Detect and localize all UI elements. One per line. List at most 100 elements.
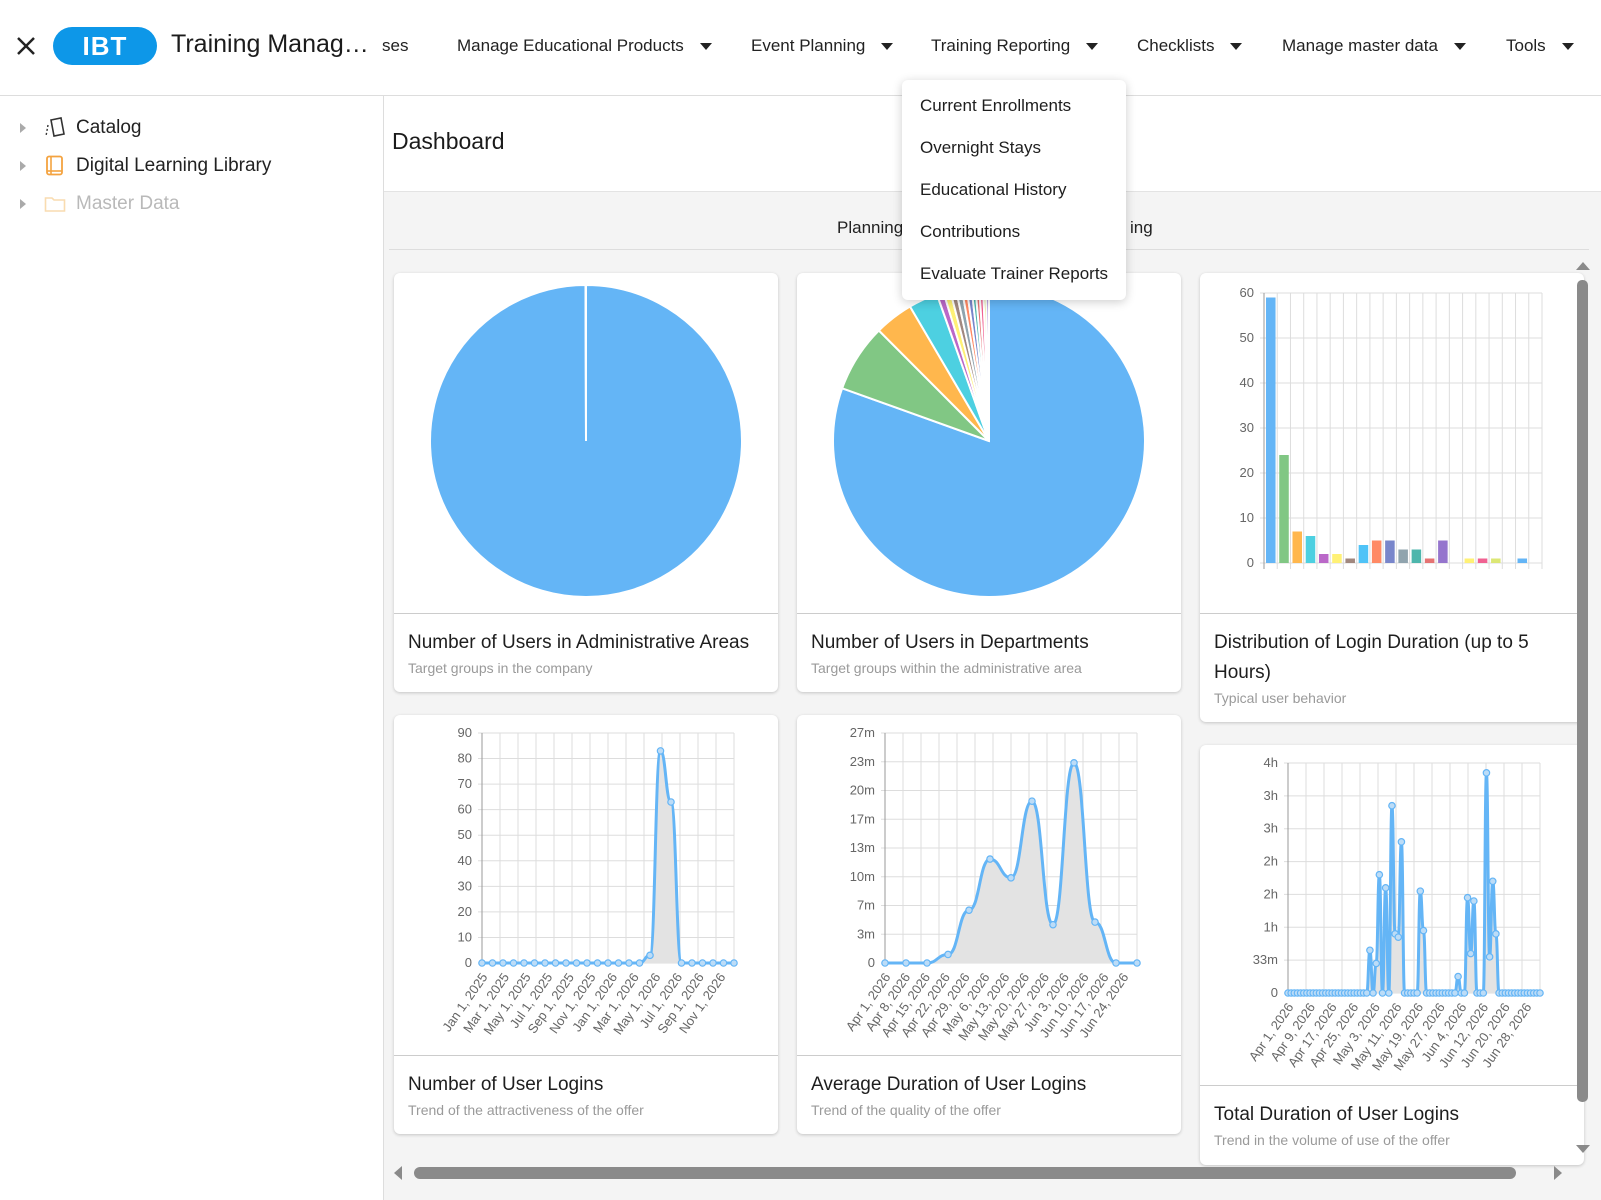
bar[interactable] — [1385, 540, 1395, 564]
data-point[interactable] — [1470, 897, 1478, 905]
bar[interactable] — [1491, 558, 1501, 564]
scroll-down-arrow-icon[interactable] — [1576, 1145, 1590, 1153]
scrollbar-thumb[interactable] — [1577, 280, 1588, 1102]
data-point[interactable] — [719, 959, 728, 967]
data-point[interactable] — [709, 959, 717, 967]
bar[interactable] — [1398, 549, 1408, 564]
data-point[interactable] — [1381, 884, 1390, 892]
bar[interactable] — [1464, 558, 1475, 564]
bar[interactable] — [1477, 558, 1488, 564]
data-point[interactable] — [646, 951, 654, 960]
data-point[interactable] — [1485, 953, 1494, 961]
dropdown-item-contributions[interactable]: Contributions — [920, 222, 1021, 241]
data-point[interactable] — [625, 959, 633, 967]
bar[interactable] — [1371, 540, 1382, 564]
sidebar-item-master-data[interactable]: Master Data — [20, 189, 179, 219]
data-point[interactable] — [551, 959, 560, 967]
data-point[interactable] — [604, 959, 612, 967]
data-point[interactable] — [1385, 989, 1393, 997]
menu-item-partial[interactable]: ses — [382, 36, 409, 55]
data-point[interactable] — [730, 959, 738, 967]
bar[interactable] — [1305, 536, 1316, 563]
dropdown-item-overnight-stays[interactable]: Overnight Stays — [920, 138, 1041, 157]
data-point[interactable] — [1372, 959, 1381, 968]
data-point[interactable] — [1492, 930, 1500, 938]
bar[interactable] — [1358, 545, 1369, 563]
data-point[interactable] — [1378, 989, 1387, 997]
data-point[interactable] — [583, 959, 591, 967]
expand-icon[interactable] — [20, 161, 26, 171]
data-point[interactable] — [530, 959, 539, 967]
data-point[interactable] — [1049, 920, 1057, 929]
data-point[interactable] — [965, 906, 973, 914]
menu-manage-master-data[interactable]: Manage master data — [1282, 36, 1466, 56]
data-point[interactable] — [1451, 989, 1459, 997]
menu-tools[interactable]: Tools — [1506, 36, 1574, 56]
data-point[interactable] — [635, 959, 644, 967]
data-point[interactable] — [1375, 870, 1384, 879]
data-point[interactable] — [509, 959, 518, 967]
data-point[interactable] — [656, 747, 665, 755]
scroll-up-arrow-icon[interactable] — [1576, 262, 1590, 270]
data-point[interactable] — [1070, 759, 1078, 767]
expand-icon[interactable] — [20, 199, 26, 209]
data-point[interactable] — [902, 959, 910, 967]
data-point[interactable] — [677, 959, 686, 967]
dropdown-item-educational-history[interactable]: Educational History — [920, 180, 1067, 199]
data-point[interactable] — [1394, 933, 1403, 941]
bar[interactable] — [1345, 558, 1355, 564]
data-point[interactable] — [488, 959, 497, 967]
menu-training-reporting[interactable]: Training Reporting — [931, 36, 1099, 56]
data-point[interactable] — [944, 950, 952, 959]
data-point[interactable] — [1091, 918, 1099, 926]
bar[interactable] — [1332, 554, 1342, 563]
data-point[interactable] — [698, 959, 707, 967]
bar[interactable] — [1517, 558, 1528, 564]
data-point[interactable] — [1369, 989, 1377, 997]
bar[interactable] — [1438, 540, 1448, 564]
data-point[interactable] — [499, 959, 507, 967]
data-point[interactable] — [1133, 959, 1141, 967]
vertical-scrollbar[interactable] — [1572, 258, 1594, 1153]
pie-slice[interactable] — [832, 283, 1146, 598]
data-point[interactable] — [520, 959, 528, 967]
data-point[interactable] — [562, 959, 570, 967]
data-point[interactable] — [1362, 989, 1371, 997]
data-point[interactable] — [688, 959, 696, 967]
scrollbar-thumb[interactable] — [414, 1167, 1516, 1179]
data-point[interactable] — [1112, 959, 1120, 967]
data-point[interactable] — [881, 959, 889, 967]
expand-icon[interactable] — [20, 123, 26, 133]
menu-manage-educational-products[interactable]: Manage Educational Products — [457, 36, 712, 56]
sidebar-item-digital-learning-library[interactable]: Digital Learning Library — [20, 151, 271, 181]
data-point[interactable] — [1413, 989, 1421, 997]
data-point[interactable] — [1460, 989, 1469, 997]
data-point[interactable] — [1482, 769, 1491, 777]
data-point[interactable] — [1397, 838, 1406, 846]
data-point[interactable] — [593, 959, 602, 967]
scroll-left-arrow-icon[interactable] — [394, 1166, 402, 1180]
data-point[interactable] — [1416, 887, 1425, 895]
data-point[interactable] — [1536, 989, 1544, 997]
data-point[interactable] — [614, 959, 623, 967]
data-point[interactable] — [572, 959, 581, 967]
scroll-right-arrow-icon[interactable] — [1554, 1166, 1562, 1180]
data-point[interactable] — [1366, 946, 1374, 955]
data-point[interactable] — [923, 959, 931, 967]
data-point[interactable] — [478, 959, 486, 967]
tab-partial[interactable]: ing — [1130, 218, 1153, 237]
data-point[interactable] — [667, 798, 675, 806]
data-point[interactable] — [986, 855, 994, 863]
dropdown-item-current-enrollments[interactable]: Current Enrollments — [920, 96, 1072, 115]
bar[interactable] — [1266, 297, 1276, 564]
bar[interactable] — [1279, 455, 1289, 563]
data-point[interactable] — [1488, 877, 1497, 886]
data-point[interactable] — [1028, 797, 1036, 805]
menu-checklists[interactable]: Checklists — [1137, 36, 1243, 56]
data-point[interactable] — [1388, 801, 1396, 810]
data-point[interactable] — [1466, 949, 1475, 958]
data-point[interactable] — [1479, 989, 1488, 997]
bar[interactable] — [1318, 554, 1329, 563]
close-icon[interactable] — [10, 30, 42, 62]
data-point[interactable] — [1419, 926, 1428, 935]
